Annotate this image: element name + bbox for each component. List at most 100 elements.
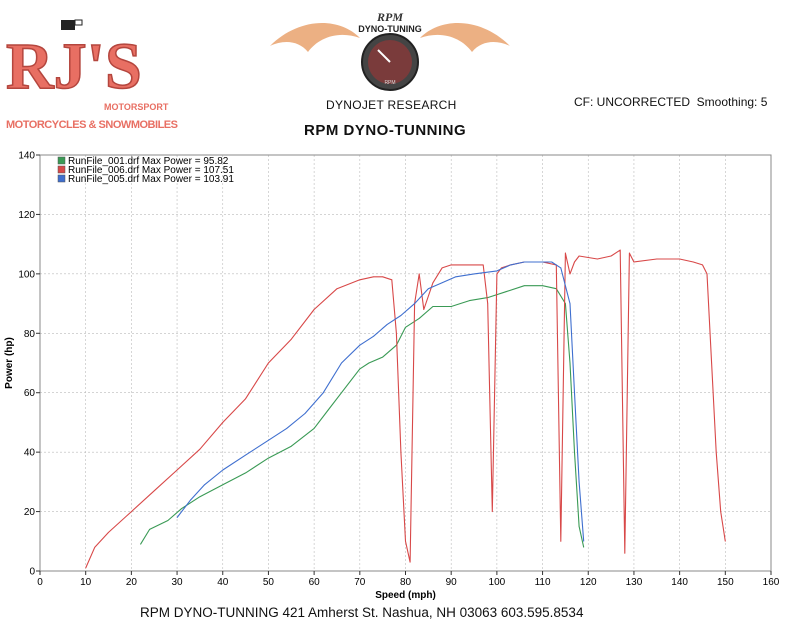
- rjs-motorsport-logo: RJ'S MOTORSPORT MOTORCYCLES & SNOWMOBILE…: [6, 19, 178, 131]
- footer-address: RPM DYNO-TUNNING 421 Amherst St. Nashua,…: [140, 605, 584, 620]
- x-tick-label: 110: [535, 577, 551, 588]
- y-tick-label: 100: [18, 269, 35, 280]
- legend-swatch: [57, 156, 66, 165]
- smoothing-label: Smoothing: 5: [696, 95, 768, 109]
- data-point: [418, 318, 420, 319]
- data-point: [373, 335, 374, 337]
- y-tick-label: 60: [24, 388, 36, 399]
- data-point: [395, 332, 397, 334]
- data-point: [624, 552, 626, 554]
- y-axis-label: Power (hp): [4, 337, 15, 389]
- data-point: [386, 323, 388, 325]
- data-point: [450, 264, 452, 266]
- data-point: [551, 261, 553, 263]
- data-point: [222, 469, 224, 471]
- data-point: [583, 546, 585, 548]
- data-point: [199, 496, 201, 498]
- data-point: [400, 315, 402, 316]
- x-axis-label: Speed (mph): [375, 590, 436, 601]
- data-point: [542, 285, 543, 287]
- data-point: [432, 282, 434, 284]
- data-point: [473, 273, 475, 275]
- data-point: [204, 484, 205, 486]
- data-point: [341, 392, 342, 394]
- data-point: [610, 255, 612, 257]
- chart-title: RPM DYNO-TUNNING: [304, 122, 467, 139]
- data-point: [130, 511, 132, 512]
- x-tick-label: 130: [626, 577, 643, 588]
- data-point: [359, 279, 361, 281]
- data-point: [496, 270, 498, 272]
- data-point: [574, 261, 575, 263]
- gauge-label: RPM: [384, 80, 395, 86]
- data-point: [268, 457, 269, 459]
- data-point: [382, 356, 384, 358]
- data-point: [491, 511, 493, 512]
- data-point: [268, 362, 269, 364]
- data-point: [427, 288, 429, 290]
- data-point: [382, 276, 384, 278]
- data-point: [313, 427, 315, 429]
- data-point: [286, 427, 288, 429]
- x-tick-label: 100: [489, 577, 506, 588]
- data-point: [245, 398, 246, 400]
- y-tick-label: 0: [29, 567, 35, 578]
- data-point: [441, 267, 443, 269]
- data-point: [418, 273, 420, 275]
- data-point: [245, 472, 246, 474]
- data-point: [268, 439, 269, 441]
- data-point: [391, 279, 393, 281]
- data-point: [510, 264, 511, 266]
- data-point: [304, 413, 306, 414]
- cf-label: CF: UNCORRECTED: [574, 95, 690, 109]
- data-point: [400, 451, 402, 453]
- data-point: [167, 520, 169, 521]
- data-point: [569, 362, 571, 364]
- logo-rpm-text: RPM: [376, 10, 403, 24]
- data-point: [373, 276, 374, 278]
- y-tick-label: 80: [24, 329, 36, 340]
- data-point: [181, 508, 183, 509]
- legend-entry: RunFile_001.drf Max Power = 95.82: [68, 156, 229, 167]
- data-point: [537, 261, 539, 263]
- data-point: [706, 273, 708, 275]
- dyno-chart: 0 10 20 30 40 50 60 70 80 90 100 110 120 130 140 150 160…: [4, 151, 780, 602]
- data-point: [222, 422, 224, 423]
- data-point: [583, 540, 585, 542]
- data-point: [578, 255, 580, 257]
- data-point: [501, 267, 502, 269]
- data-point: [565, 252, 566, 254]
- logo-company-name: RJ'S: [6, 30, 142, 103]
- series-line-1: [140, 285, 585, 548]
- data-point: [176, 469, 178, 471]
- data-point: [565, 303, 566, 304]
- data-point: [108, 531, 109, 533]
- data-point: [496, 273, 498, 275]
- flame-left: [270, 23, 360, 52]
- data-point: [441, 282, 443, 284]
- data-point: [596, 258, 598, 260]
- data-point: [560, 540, 562, 542]
- data-point: [149, 529, 151, 530]
- x-tick-label: 10: [80, 577, 92, 588]
- data-point: [473, 264, 475, 266]
- data-point: [423, 309, 425, 310]
- data-point: [633, 261, 635, 263]
- data-point: [523, 261, 525, 263]
- data-point: [450, 306, 452, 307]
- data-point: [245, 454, 246, 456]
- data-point: [569, 303, 571, 304]
- data-point: [290, 445, 292, 447]
- data-point: [405, 540, 406, 542]
- data-point: [569, 273, 571, 275]
- data-point: [469, 300, 470, 301]
- data-point: [487, 303, 489, 304]
- x-tick-label: 140: [671, 577, 688, 588]
- data-point: [692, 261, 694, 263]
- dynojet-research-label: DYNOJET RESEARCH: [326, 98, 457, 112]
- x-tick-label: 50: [263, 577, 275, 588]
- y-tick-label: 140: [18, 151, 35, 162]
- correction-info: CF: UNCORRECTED Smoothing: 5: [574, 95, 767, 109]
- data-point: [359, 344, 361, 346]
- x-tick-label: 30: [172, 577, 184, 588]
